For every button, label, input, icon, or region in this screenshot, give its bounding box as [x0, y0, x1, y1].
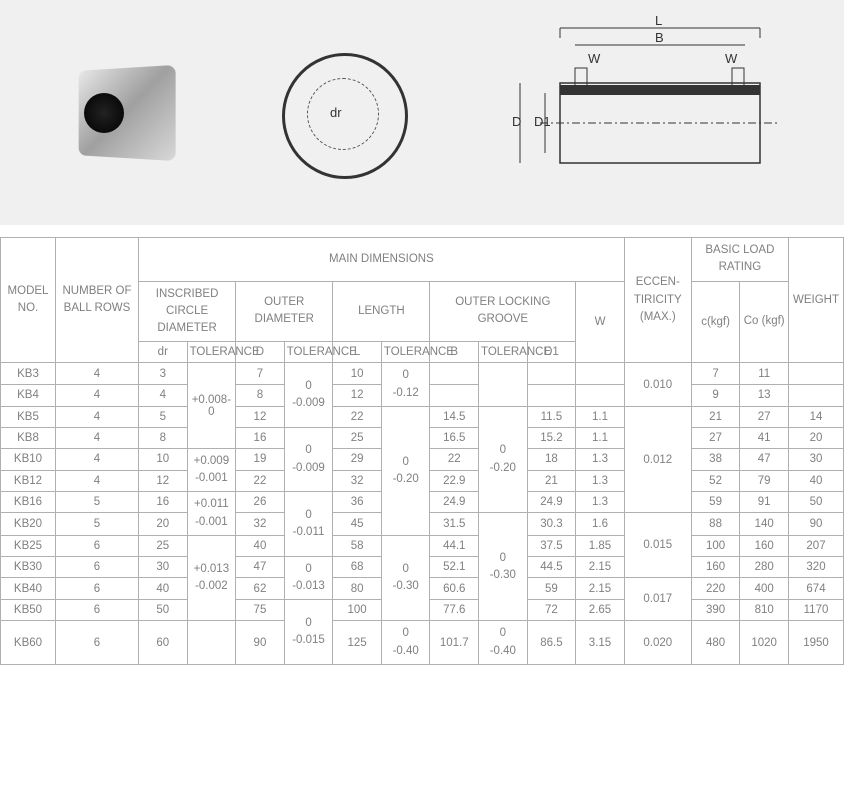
th-Co: Co (kgf)	[740, 281, 789, 363]
th-basic: BASIC LOAD RATING	[691, 238, 788, 282]
svg-text:W: W	[588, 51, 601, 66]
cell-wt	[789, 363, 844, 385]
th-c: c(kgf)	[691, 281, 740, 363]
cell-dr-tol: +0.008-0	[187, 363, 236, 449]
cell-L: 10	[333, 363, 382, 385]
cell-B	[430, 363, 479, 385]
th-D-tol: TOLERANCE	[284, 342, 333, 363]
th-ballrows: NUMBER OF BALL ROWS	[56, 238, 139, 363]
cell-c: 7	[691, 363, 740, 385]
svg-text:W: W	[725, 51, 738, 66]
dr-label: dr	[330, 105, 342, 120]
cell-B-tol	[479, 363, 528, 407]
th-W: W	[576, 281, 625, 363]
svg-text:L: L	[655, 13, 662, 28]
cell-Co: 11	[740, 363, 789, 385]
th-groove: OUTER LOCKING GROOVE	[430, 281, 576, 342]
th-dr: dr	[139, 342, 188, 363]
th-model: MODEL NO.	[1, 238, 56, 363]
svg-text:D1: D1	[534, 114, 551, 129]
th-main: MAIN DIMENSIONS	[139, 238, 625, 282]
bearing-photo	[64, 53, 184, 173]
svg-text:D: D	[512, 114, 521, 129]
th-ecc: ECCEN-TIRICITY (MAX.)	[624, 238, 691, 363]
th-length: LENGTH	[333, 281, 430, 342]
cell-model: KB3	[1, 363, 56, 385]
cell-dr: 3	[139, 363, 188, 385]
th-outer: OUTER DIAMETER	[236, 281, 333, 342]
cell-W	[576, 363, 625, 385]
cell-D1	[527, 363, 576, 385]
th-L-tol: TOLERANCE	[381, 342, 430, 363]
th-inscribed: INSCRIBED CIRCLE DIAMETER	[139, 281, 236, 342]
cell-br: 4	[56, 363, 139, 385]
cross-section-diagram: dr	[272, 43, 412, 183]
svg-text:B: B	[655, 30, 664, 45]
cell-ecc: 0.010	[624, 363, 691, 407]
side-view-diagram: L B W W D D1	[500, 13, 780, 213]
cell-D: 7	[236, 363, 285, 385]
spec-table: MODEL NO. NUMBER OF BALL ROWS MAIN DIMEN…	[0, 237, 844, 665]
diagram-area: dr L B W W D D1	[0, 0, 844, 225]
th-B-tol: TOLERANCE	[479, 342, 528, 363]
th-dr-tol: TOLERANCE	[187, 342, 236, 363]
th-weight: WEIGHT	[789, 238, 844, 363]
cell-L-tol: 0-0.12	[381, 363, 430, 407]
cell-D-tol: 0-0.009	[284, 363, 333, 428]
